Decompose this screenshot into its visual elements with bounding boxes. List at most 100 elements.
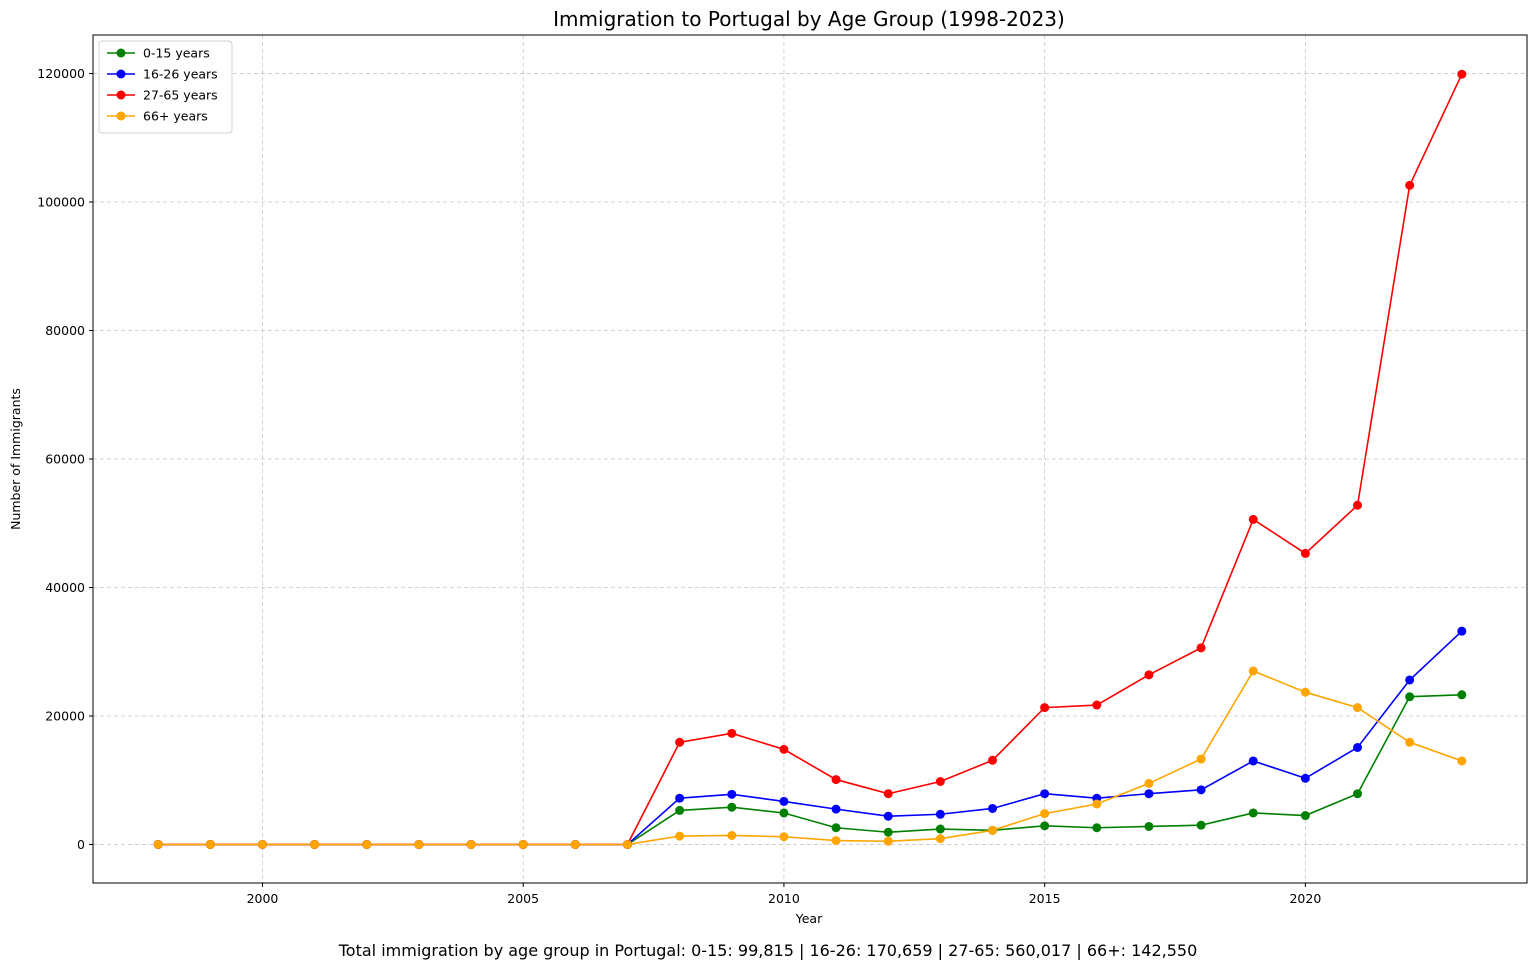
- data-point-27-65-years: [779, 744, 789, 754]
- data-point-0-15-years: [1196, 820, 1206, 830]
- legend-label: 16-26 years: [143, 67, 218, 82]
- y-axis-label: Number of Immigrants: [8, 388, 23, 530]
- data-point-66-years: [257, 839, 267, 849]
- data-point-0-15-years: [1300, 811, 1310, 821]
- data-point-16-26-years: [779, 796, 789, 806]
- legend-box: [98, 40, 233, 134]
- data-point-0-15-years: [1248, 808, 1258, 818]
- x-tick-label: 2020: [1289, 891, 1321, 906]
- x-tick-label: 2005: [507, 891, 539, 906]
- data-point-27-65-years: [675, 737, 685, 747]
- data-point-66-years: [310, 839, 320, 849]
- legend-label: 0-15 years: [143, 46, 210, 61]
- data-point-66-years: [1405, 737, 1415, 747]
- data-point-16-26-years: [1457, 626, 1467, 636]
- y-tick-label: 120000: [37, 66, 85, 81]
- data-point-66-years: [727, 830, 737, 840]
- series-line-0-15-years: [158, 693, 1462, 846]
- data-point-16-26-years: [727, 789, 737, 799]
- data-point-27-65-years: [1040, 703, 1050, 713]
- legend-marker: [116, 69, 126, 79]
- data-point-16-26-years: [1144, 789, 1154, 799]
- x-axis-label: Year: [795, 911, 823, 926]
- data-point-16-26-years: [1040, 789, 1050, 799]
- data-point-66-years: [1040, 809, 1050, 819]
- y-tick-label: 60000: [45, 452, 85, 467]
- data-point-16-26-years: [1405, 675, 1415, 685]
- y-tick-label: 0: [77, 837, 85, 852]
- data-point-27-65-years: [988, 755, 998, 765]
- data-point-16-26-years: [675, 793, 685, 803]
- data-point-27-65-years: [935, 776, 945, 786]
- legend-marker: [116, 111, 126, 121]
- data-point-0-15-years: [779, 808, 789, 818]
- data-point-0-15-years: [1144, 821, 1154, 831]
- data-point-0-15-years: [1092, 823, 1102, 833]
- data-point-66-years: [935, 834, 945, 844]
- data-point-16-26-years: [1196, 785, 1206, 795]
- x-tick-label: 2010: [768, 891, 800, 906]
- data-point-27-65-years: [883, 789, 893, 799]
- y-tick-label: 40000: [45, 580, 85, 595]
- series-line-66-years: [158, 669, 1463, 846]
- chart-title: Immigration to Portugal by Age Group (19…: [553, 7, 1065, 31]
- data-point-66-years: [883, 836, 893, 846]
- data-point-0-15-years: [1457, 690, 1467, 700]
- data-point-66-years: [1353, 703, 1363, 713]
- data-point-16-26-years: [1353, 742, 1363, 752]
- data-point-66-years: [362, 839, 372, 849]
- y-tick-label: 20000: [45, 708, 85, 723]
- legend-label: 66+ years: [143, 109, 208, 124]
- data-point-16-26-years: [831, 804, 841, 814]
- data-point-66-years: [570, 839, 580, 849]
- legend: 0-15 years 16-26 years 27-65 years 66+ year…: [98, 40, 233, 134]
- totals-caption: Total immigration by age group in Portug…: [338, 941, 1198, 960]
- y-tick-label: 80000: [45, 323, 85, 338]
- series-markers: [153, 69, 1467, 849]
- data-point-66-years: [988, 825, 998, 835]
- data-point-66-years: [779, 832, 789, 842]
- data-point-66-years: [1457, 756, 1467, 766]
- data-point-16-26-years: [935, 809, 945, 819]
- data-point-16-26-years: [1300, 773, 1310, 783]
- data-point-16-26-years: [1248, 756, 1258, 766]
- data-point-66-years: [622, 839, 632, 849]
- y-axis-ticks: 0 20000 40000 60000 80000 100000 120000: [37, 66, 93, 852]
- data-point-0-15-years: [675, 805, 685, 815]
- data-point-0-15-years: [831, 823, 841, 833]
- data-point-27-65-years: [1248, 514, 1258, 524]
- data-point-66-years: [153, 839, 163, 849]
- data-point-0-15-years: [1353, 789, 1363, 799]
- data-point-27-65-years: [1353, 500, 1363, 510]
- data-point-66-years: [205, 839, 215, 849]
- data-point-0-15-years: [883, 827, 893, 837]
- data-point-27-65-years: [727, 728, 737, 738]
- data-point-27-65-years: [1144, 670, 1154, 680]
- data-point-66-years: [1092, 799, 1102, 809]
- data-point-16-26-years: [988, 803, 998, 813]
- data-point-66-years: [1196, 754, 1206, 764]
- data-point-27-65-years: [1405, 180, 1415, 190]
- data-point-0-15-years: [1405, 692, 1415, 702]
- data-point-66-years: [1300, 687, 1310, 697]
- data-point-66-years: [414, 839, 424, 849]
- x-tick-label: 2015: [1029, 891, 1061, 906]
- x-tick-label: 2000: [247, 891, 279, 906]
- data-point-0-15-years: [727, 802, 737, 812]
- y-tick-label: 100000: [37, 195, 85, 210]
- legend-marker: [116, 90, 126, 100]
- data-point-66-years: [675, 831, 685, 841]
- data-point-0-15-years: [935, 824, 945, 834]
- x-axis-ticks: 2000 2005 2010 2015 2020: [247, 883, 1321, 906]
- data-point-66-years: [466, 839, 476, 849]
- data-point-66-years: [1144, 778, 1154, 788]
- line-chart: Immigration to Portugal by Age Group (19…: [8, 7, 1528, 926]
- data-point-27-65-years: [1300, 548, 1310, 558]
- legend-marker: [116, 48, 126, 58]
- data-point-27-65-years: [1092, 700, 1102, 710]
- data-point-16-26-years: [883, 811, 893, 821]
- legend-label: 27-65 years: [143, 88, 218, 103]
- data-point-27-65-years: [1457, 69, 1467, 79]
- data-point-0-15-years: [1040, 821, 1050, 831]
- data-point-66-years: [1248, 666, 1258, 676]
